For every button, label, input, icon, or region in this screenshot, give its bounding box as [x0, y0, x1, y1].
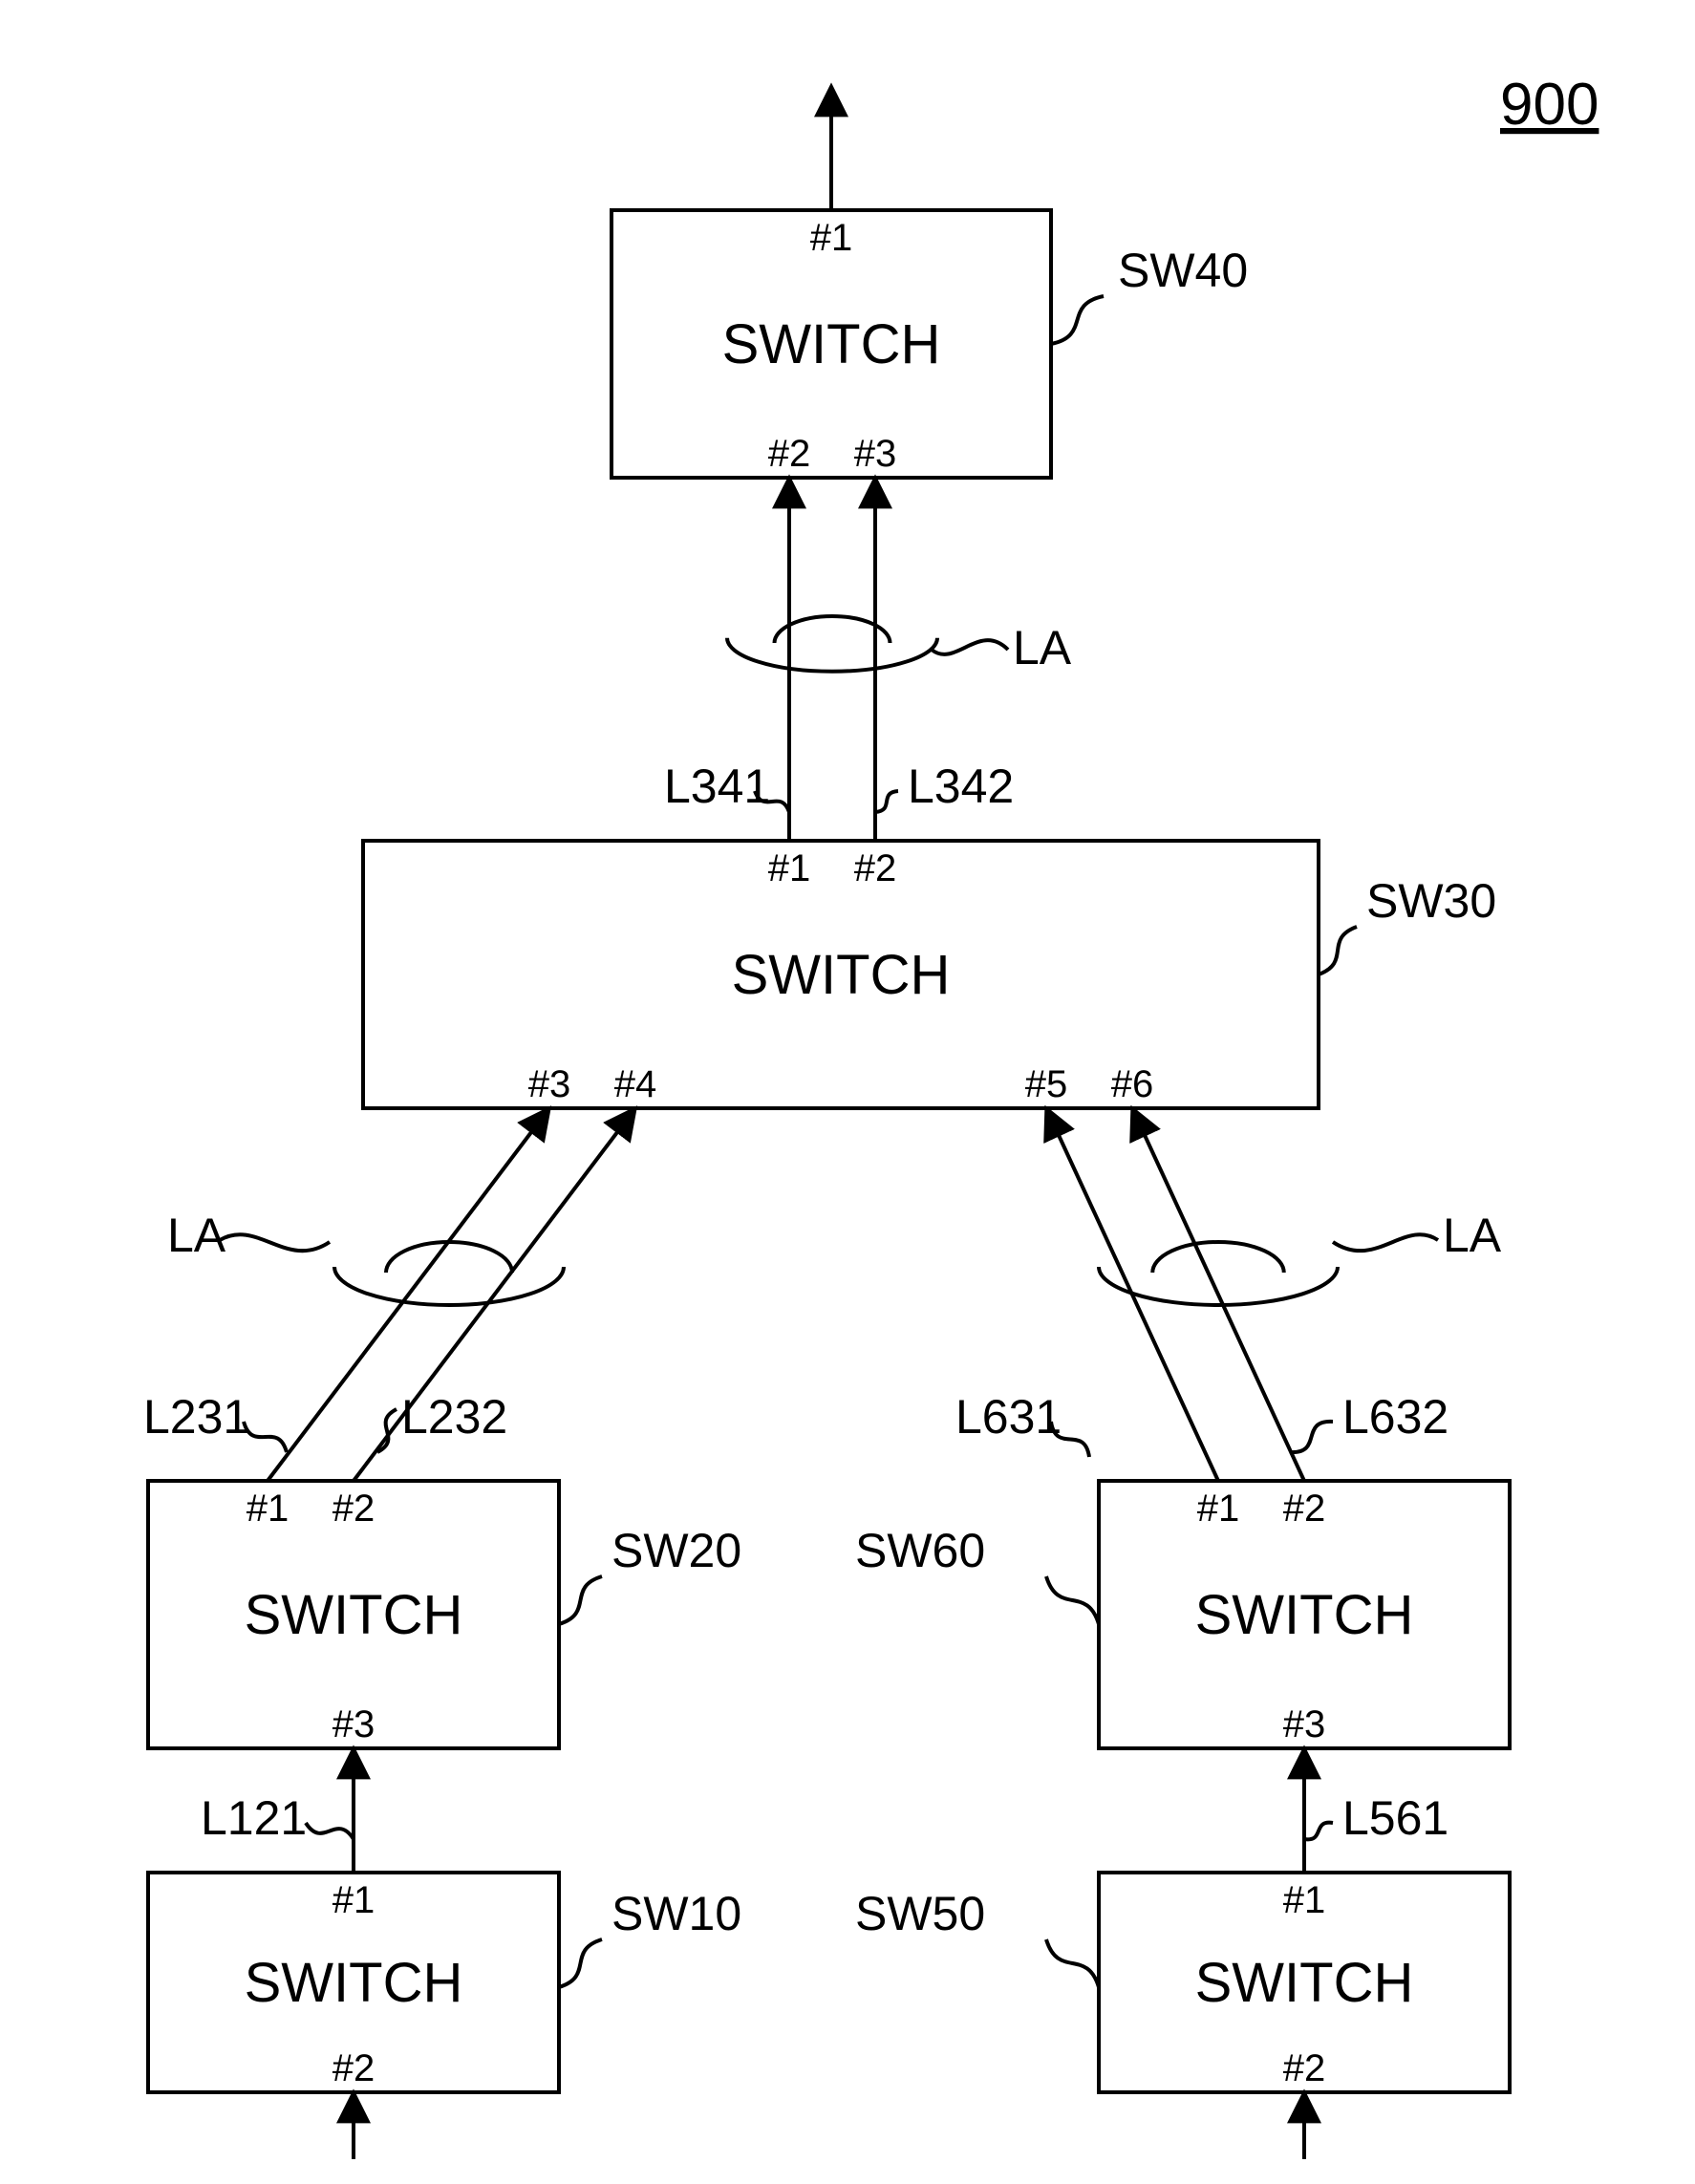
- switch-sw60: SWITCH #1 #2 #3 SW60: [855, 1481, 1510, 1748]
- link-leader: [1304, 1823, 1333, 1840]
- link-leader: [875, 791, 898, 812]
- link-l631: L631: [955, 1108, 1218, 1481]
- la-label: LA: [167, 1209, 226, 1262]
- link-l341: L341: [664, 478, 789, 841]
- port-label: #3: [333, 1703, 375, 1745]
- port-label: #6: [1111, 1063, 1154, 1105]
- figure-ref-label: 900: [1500, 72, 1598, 138]
- callout-leader: [1051, 296, 1104, 344]
- link-label: L342: [908, 760, 1014, 813]
- link-label: L631: [955, 1390, 1062, 1444]
- link-l342: L342: [875, 478, 1014, 841]
- callout-leader: [559, 1576, 602, 1624]
- link-l561: L561: [1304, 1748, 1448, 1873]
- port-label: #3: [854, 433, 897, 475]
- callout-leader: [1319, 927, 1357, 974]
- port-label: #2: [333, 1488, 375, 1530]
- la-right: LA: [1099, 1209, 1502, 1305]
- port-label: #2: [1283, 2047, 1326, 2089]
- port-label: #4: [614, 1063, 657, 1105]
- port-label: #3: [1283, 1703, 1326, 1745]
- switch-label: SWITCH: [722, 313, 941, 375]
- link-label: L632: [1342, 1390, 1448, 1444]
- network-diagram: 900 SWITCH#1#2#3SW40SWITCH#1#2#3#4#5#6SW…: [0, 0, 1695, 2184]
- callout-label: SW40: [1118, 244, 1248, 297]
- callout-label: SW20: [611, 1524, 741, 1577]
- port-label: #1: [1197, 1488, 1240, 1530]
- switch-label: SWITCH: [1195, 1584, 1414, 1646]
- port-label: #2: [333, 2047, 375, 2089]
- port-label: #1: [247, 1488, 290, 1530]
- callout-label: SW10: [611, 1887, 741, 1940]
- link-l232: L232: [354, 1108, 635, 1481]
- la-top: LA: [727, 616, 1072, 674]
- switch-label: SWITCH: [245, 1584, 463, 1646]
- external-arrows: [354, 86, 1304, 2159]
- la-leader: [932, 640, 1008, 654]
- port-label: #5: [1025, 1063, 1068, 1105]
- link-label: L121: [201, 1791, 307, 1845]
- links-group: L341 L342 L231 L232 L631 L632 L121 L561: [143, 478, 1448, 1873]
- link-leader: [1290, 1422, 1333, 1452]
- link-line: [1132, 1108, 1304, 1481]
- la-left: LA: [167, 1209, 564, 1305]
- link-leader: [244, 1422, 287, 1452]
- switch-label: SWITCH: [732, 944, 951, 1006]
- link-label: L561: [1342, 1791, 1448, 1845]
- port-label: #1: [333, 1879, 375, 1921]
- callout-leader: [1046, 1939, 1099, 1987]
- la-label: LA: [1443, 1209, 1502, 1262]
- la-back-arc: [775, 616, 890, 643]
- la-back-arc: [1152, 1242, 1284, 1273]
- la-label: LA: [1013, 621, 1072, 674]
- callout-leader: [1046, 1576, 1099, 1624]
- switch-sw20: SWITCH #1 #2 #3 SW20: [148, 1481, 741, 1748]
- port-label: #3: [528, 1063, 571, 1105]
- switch-sw10: SWITCH #1 #2 SW10: [148, 1873, 741, 2092]
- port-label: #1: [1283, 1879, 1326, 1921]
- callout-label: SW30: [1366, 874, 1496, 928]
- port-label: #2: [1283, 1488, 1326, 1530]
- link-label: L232: [401, 1390, 507, 1444]
- switch-sw50: SWITCH #1 #2 SW50: [855, 1873, 1510, 2092]
- port-label: #1: [768, 847, 811, 889]
- port-label: #2: [854, 847, 897, 889]
- link-leader: [306, 1823, 354, 1839]
- switch-sw40: SWITCH #1 #2 #3 SW40: [611, 210, 1248, 478]
- switch-sw30: SWITCH #1 #2 #3 #4 #5 #6 SW30: [363, 841, 1496, 1108]
- la-leader: [1333, 1234, 1438, 1251]
- la-front-arc: [727, 638, 937, 672]
- port-label: #2: [768, 433, 811, 475]
- callout-label: SW50: [855, 1887, 985, 1940]
- link-label: L341: [664, 760, 770, 813]
- switch-label: SWITCH: [245, 1952, 463, 2014]
- port-label: #1: [810, 217, 853, 259]
- link-label: L231: [143, 1390, 249, 1444]
- callout-label: SW60: [855, 1524, 985, 1577]
- link-l121: L121: [201, 1748, 354, 1873]
- link-l632: L632: [1132, 1108, 1448, 1481]
- la-front-arc: [334, 1267, 564, 1305]
- la-back-arc: [386, 1242, 512, 1273]
- callout-leader: [559, 1939, 602, 1987]
- la-leader: [220, 1234, 330, 1251]
- switch-label: SWITCH: [1195, 1952, 1414, 2014]
